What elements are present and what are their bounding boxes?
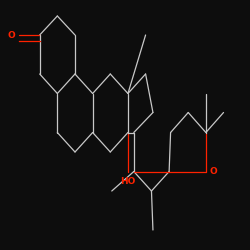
Text: O: O	[209, 167, 217, 176]
Text: O: O	[8, 30, 16, 40]
Text: HO: HO	[120, 177, 136, 186]
